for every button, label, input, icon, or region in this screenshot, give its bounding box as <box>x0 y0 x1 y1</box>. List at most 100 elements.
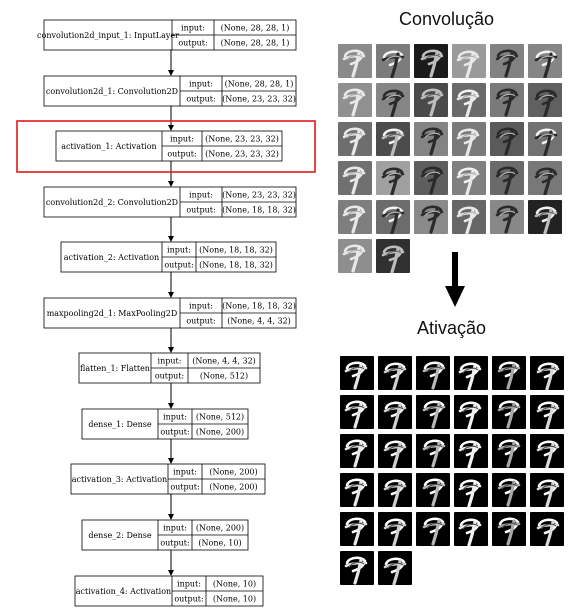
feature-map-tile <box>376 83 410 118</box>
feature-map-tile <box>340 434 374 468</box>
feature-map-tile <box>528 44 562 79</box>
connector-arrowhead <box>168 458 174 464</box>
connector-arrowhead <box>168 181 174 187</box>
output-shape: (None, 23, 23, 32) <box>222 95 296 104</box>
feature-map-tile <box>530 356 564 391</box>
connector-arrowhead <box>168 70 174 76</box>
layer-name: maxpooling2d_1: MaxPooling2D <box>47 309 178 318</box>
feature-map-tile <box>378 434 412 469</box>
input-shape: (None, 4, 4, 32) <box>192 357 256 366</box>
input-label: input: <box>189 80 213 89</box>
model-graph: convolution2d_input_1: InputLayerinput:o… <box>16 19 316 607</box>
feature-map-tile <box>416 473 450 507</box>
feature-map-tile <box>454 512 488 547</box>
feature-map-tile <box>340 356 374 390</box>
input-label: input: <box>177 580 201 589</box>
feature-map-tile <box>454 434 488 469</box>
output-label: output: <box>186 206 215 215</box>
layer-name: convolution2d_input_1: InputLayer <box>37 31 179 40</box>
layer-node: activation_1: Activation input: output: (No… <box>55 130 283 162</box>
feature-map-tile <box>376 122 410 157</box>
input-shape: (None, 200) <box>209 468 257 477</box>
layer-node: convolution2d_1: Convolution2D input: outp… <box>43 75 297 107</box>
feature-map-tile <box>414 161 448 195</box>
output-shape: (None, 10) <box>213 595 256 604</box>
feature-map-tile <box>378 551 412 586</box>
feature-map-tile <box>378 356 412 391</box>
feature-map-tile <box>338 44 372 78</box>
input-label: input: <box>181 24 205 33</box>
feature-map-tile <box>492 356 526 390</box>
feature-map-tile <box>490 44 524 78</box>
connector-arrowhead <box>168 236 174 242</box>
feature-map-tile <box>452 83 486 118</box>
layer-node: activation_3: Activation input: output: (No… <box>70 463 266 495</box>
feature-map-tile <box>490 161 524 195</box>
feature-map-tile <box>530 434 564 469</box>
output-label: output: <box>160 428 189 437</box>
connector-arrowhead <box>168 570 174 576</box>
feature-map-tile <box>416 356 450 390</box>
input-label: input: <box>167 246 191 255</box>
feature-map-tile <box>452 122 486 157</box>
feature-map-tile <box>338 161 372 195</box>
feature-map-tile <box>414 122 448 156</box>
layer-node: dense_2: Dense input: output: (None, 200) (N… <box>81 519 249 551</box>
feature-map-tile <box>416 395 450 429</box>
connector-arrowhead <box>168 347 174 353</box>
feature-map-tile <box>490 200 524 234</box>
input-label: input: <box>189 191 213 200</box>
feature-map-tile <box>338 200 372 234</box>
feature-map-tile <box>416 434 450 468</box>
feature-map-tile <box>528 83 562 118</box>
connector-arrowhead <box>168 125 174 131</box>
feature-map-tile <box>376 161 410 196</box>
output-shape: (None, 10) <box>198 539 241 548</box>
feature-map-tile <box>490 122 524 156</box>
output-shape: (None, 23, 23, 32) <box>205 150 279 159</box>
layer-name: flatten_1: Flatten <box>80 364 150 373</box>
feature-map-tile <box>452 161 486 196</box>
convolution-title: Convolução <box>399 9 495 29</box>
feature-map-tile <box>378 512 412 547</box>
highlight-frame <box>16 120 316 173</box>
output-label: output: <box>178 39 207 48</box>
input-label: input: <box>158 357 182 366</box>
feature-map-tile <box>340 551 374 585</box>
activation-feature-maps <box>340 356 564 586</box>
convolution-feature-maps <box>338 44 562 274</box>
feature-map-tile <box>528 161 562 196</box>
activation-title: Ativação <box>417 318 487 338</box>
input-shape: (None, 18, 18, 32) <box>199 246 273 255</box>
layer-name: dense_2: Dense <box>88 531 152 540</box>
feature-map-tile <box>414 83 448 117</box>
output-shape: (None, 4, 4, 32) <box>227 317 291 326</box>
feature-map-tile <box>492 395 526 429</box>
output-label: output: <box>174 595 203 604</box>
output-label: output: <box>160 539 189 548</box>
input-shape: (None, 28, 28, 1) <box>221 24 290 33</box>
output-shape: (None, 18, 18, 32) <box>222 206 296 215</box>
input-label: input: <box>163 524 187 533</box>
layer-name: convolution2d_1: Convolution2D <box>46 87 178 96</box>
layer-node: maxpooling2d_1: MaxPooling2D input: output… <box>43 297 297 329</box>
connector-arrowhead <box>168 403 174 409</box>
input-shape: (None, 23, 23, 32) <box>205 135 279 144</box>
output-label: output: <box>167 150 196 159</box>
output-label: output: <box>155 372 184 381</box>
input-shape: (None, 10) <box>213 580 256 589</box>
input-label: input: <box>173 468 197 477</box>
feature-map-tile <box>414 44 448 78</box>
input-shape: (None, 18, 18, 32) <box>222 302 296 311</box>
output-label: output: <box>186 317 215 326</box>
feature-map-tile <box>454 356 488 391</box>
layer-name: activation_2: Activation <box>64 253 159 262</box>
feature-map-tile <box>490 83 524 117</box>
feature-map-tile <box>414 200 448 234</box>
layer-name: activation_3: Activation <box>72 475 167 484</box>
input-shape: (None, 200) <box>196 524 244 533</box>
feature-map-tile <box>376 44 410 79</box>
feature-map-tile <box>492 434 526 468</box>
feature-map-tile <box>454 395 488 430</box>
